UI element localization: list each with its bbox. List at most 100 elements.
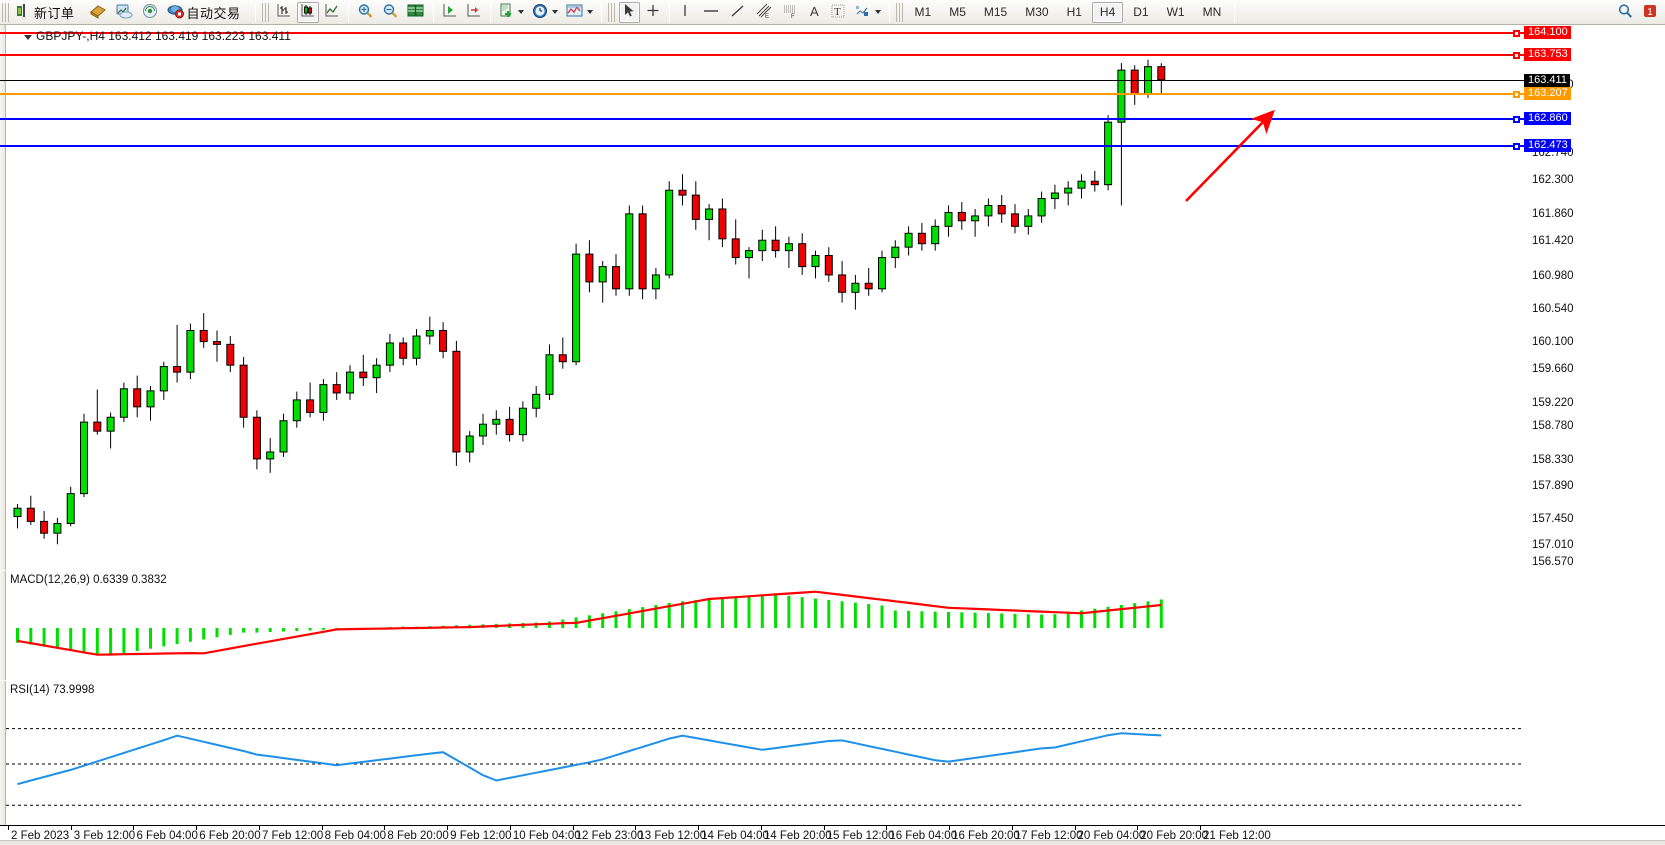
period-button[interactable] (529, 2, 561, 23)
templates-button[interactable] (496, 2, 527, 23)
price-tag-entry[interactable]: 163.207 (1524, 87, 1571, 100)
timeframe-m15[interactable]: M15 (983, 5, 1008, 19)
indicators-button[interactable] (563, 2, 596, 23)
chart-toolbar-grip[interactable] (261, 2, 269, 22)
level-handle-resistance[interactable] (1513, 52, 1520, 59)
time-tick (384, 826, 386, 830)
price-tag-take-profit-upper[interactable]: 164.100 (1524, 26, 1571, 39)
signals-button[interactable] (138, 2, 162, 23)
timeframe-w1[interactable]: W1 (1166, 5, 1185, 19)
time-axis-label: 6 Feb 20:00 (199, 830, 261, 842)
indicators-caret-icon[interactable] (586, 10, 593, 14)
equidistant-channel-button[interactable]: E (752, 2, 776, 23)
timeframe-d1[interactable]: D1 (1133, 5, 1149, 19)
timeframe-m30[interactable]: M30 (1025, 5, 1049, 19)
time-axis-label: 2 Feb 2023 (11, 830, 70, 842)
price-tick-label: 160.980 (1532, 270, 1574, 282)
drawing-toolbar-grip[interactable] (607, 2, 615, 22)
objects-icon (854, 3, 872, 22)
time-tick (949, 826, 951, 830)
toolbar-separator-1 (254, 2, 256, 22)
bar-chart-button[interactable] (273, 2, 295, 23)
level-line-take-profit-upper[interactable] (0, 32, 1526, 34)
time-axis-label: 20 Feb 04:00 (1077, 830, 1146, 842)
time-tick (8, 826, 9, 830)
price-tag-current-price[interactable]: 163.411 (1524, 74, 1570, 87)
data-window-button[interactable] (112, 2, 136, 23)
text-button[interactable]: A (804, 2, 825, 23)
symbol-dropdown-icon[interactable] (24, 35, 32, 40)
candlestick-chart-button[interactable] (296, 1, 319, 23)
alert-button[interactable]: 1 (1639, 2, 1661, 23)
time-tick (196, 826, 198, 830)
toolbar-separator-8 (1234, 2, 1236, 22)
level-line-resistance[interactable] (0, 54, 1526, 56)
trend-line-button[interactable] (726, 2, 750, 23)
time-tick (70, 826, 72, 830)
timeframe-h4[interactable]: H4 (1091, 1, 1124, 23)
time-axis-label: 12 Feb 23:00 (575, 830, 644, 842)
search-button[interactable] (1614, 2, 1637, 23)
time-axis-label: 16 Feb 20:00 (952, 830, 1020, 842)
vertical-line-button[interactable] (675, 2, 696, 23)
auto-trading-label: 自动交易 (186, 5, 241, 21)
chart-area[interactable]: GBPJPY-,H4 163.412 163.419 163.223 163.4… (0, 25, 1665, 845)
chart-shift-button[interactable] (404, 2, 428, 23)
price-tick-label: 157.890 (1532, 480, 1574, 492)
time-tick (1074, 826, 1076, 830)
price-tick-label: 156.570 (1532, 556, 1574, 568)
svg-text:A: A (810, 4, 819, 19)
templates-caret-icon[interactable] (517, 10, 524, 14)
price-tick-label: 162.300 (1532, 174, 1574, 186)
timeframe-mn[interactable]: MN (1202, 5, 1222, 19)
crosshair-button[interactable] (642, 2, 664, 23)
price-tag-support-upper[interactable]: 162.860 (1524, 112, 1571, 125)
time-axis-label: 20 Feb 20:00 (1140, 830, 1209, 842)
chart-shift-end-icon (466, 3, 482, 22)
timeframe-h1[interactable]: H1 (1066, 5, 1082, 19)
toolbar-separator-7 (888, 2, 890, 22)
level-handle-entry[interactable] (1513, 91, 1520, 98)
level-line-support-upper[interactable] (0, 118, 1526, 120)
timeframe-toolbar-grip[interactable] (895, 2, 903, 22)
new-order-button[interactable]: 新订单 (13, 2, 84, 23)
level-line-entry[interactable] (0, 93, 1526, 95)
vertical-line-icon (679, 3, 691, 22)
time-axis-label: 10 Feb 04:00 (512, 830, 581, 842)
zoom-in-button[interactable] (354, 2, 377, 23)
price-tag-stop-loss[interactable]: 162.473 (1524, 139, 1571, 152)
timeframe-m5[interactable]: M5 (949, 5, 966, 19)
level-handle-stop-loss[interactable] (1513, 143, 1520, 150)
time-axis-label: 13 Feb 12:00 (638, 830, 707, 842)
chart-shift-icon (407, 3, 425, 22)
objects-button[interactable] (851, 2, 884, 23)
price-tag-resistance[interactable]: 163.753 (1524, 48, 1571, 61)
zoom-in-icon (357, 3, 374, 22)
level-handle-take-profit-upper[interactable] (1513, 30, 1520, 37)
fibonacci-button[interactable]: F (778, 2, 802, 23)
horizontal-line-button[interactable] (698, 2, 724, 23)
time-axis-label: 16 Feb 04:00 (889, 830, 958, 842)
toolbar-grip[interactable] (2, 2, 9, 22)
zoom-out-icon (382, 3, 399, 22)
price-pane-left-border (0, 25, 6, 570)
auto-trading-button[interactable]: 自动交易 (164, 2, 250, 23)
zoom-out-button[interactable] (379, 2, 402, 23)
status-bar (0, 840, 1665, 845)
line-chart-button[interactable] (321, 2, 343, 23)
cursor-button[interactable] (618, 1, 640, 23)
level-line-current-price[interactable] (0, 80, 1526, 81)
objects-caret-icon[interactable] (874, 10, 881, 14)
auto-scroll-button[interactable] (439, 2, 461, 23)
chart-shift-end-button[interactable] (463, 2, 485, 23)
text-label-button[interactable]: T (827, 2, 849, 23)
time-tick (760, 826, 762, 830)
period-caret-icon[interactable] (551, 10, 558, 14)
level-line-stop-loss[interactable] (0, 145, 1526, 147)
timeframe-m1[interactable]: M1 (914, 5, 932, 19)
time-axis-label: 9 Feb 12:00 (450, 830, 512, 842)
svg-text:F: F (791, 14, 795, 19)
time-axis-label: 15 Feb 12:00 (826, 830, 895, 842)
expert-advisor-button[interactable] (86, 2, 110, 23)
level-handle-support-upper[interactable] (1513, 116, 1520, 123)
